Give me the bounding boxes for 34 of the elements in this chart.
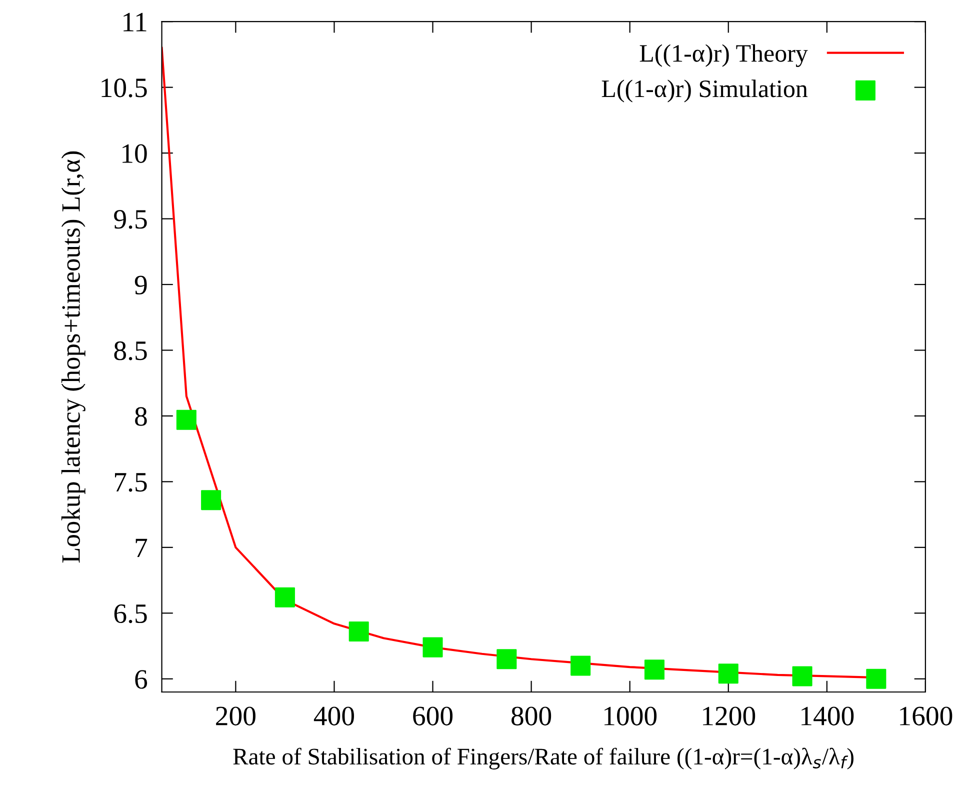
x-tick-label: 1400: [802, 706, 854, 726]
y-tick-label: 8: [135, 407, 147, 426]
x-tick-label: 800: [512, 706, 552, 726]
point: [274, 587, 295, 608]
y-tick-label: 9: [134, 276, 147, 294]
x-tick-label: 1200: [703, 706, 756, 726]
point: [176, 410, 196, 430]
point: [570, 656, 591, 676]
y-tick-label: 7: [136, 538, 148, 558]
y-tick-label: 10: [122, 144, 147, 163]
y-tick-label: 6.5: [114, 604, 147, 624]
x-tick-label: 600: [413, 706, 453, 726]
x-axis-title: Rate of Stabilisation of Fingers/Rate of failure ((1-α)r=(1-α)λ$_{s}$/λ$_{f}$): [233, 748, 854, 770]
legend-label: L((1-α)r) Simulation: [602, 80, 808, 102]
point: [201, 490, 222, 510]
legend-label: L((1-α)r) Theory: [640, 44, 808, 67]
point: [422, 637, 443, 658]
x-tick-label: 400: [314, 706, 354, 726]
x-tick-label: 200: [216, 706, 256, 726]
point: [348, 622, 369, 642]
x-tick-label: 1000: [604, 706, 657, 726]
point: [496, 649, 517, 670]
y-tick-label: 11: [124, 12, 146, 32]
y-tick-label: 10.5: [102, 78, 147, 98]
point: [718, 664, 738, 684]
y-tick-label: 8.5: [114, 341, 147, 360]
y-tick-label: 6: [135, 670, 148, 689]
y-tick-label: 7.5: [115, 473, 147, 492]
point: [644, 660, 664, 680]
point: [792, 666, 812, 686]
y-axis-title: Lookup latency (hops+timeouts) L(r,α): [61, 151, 86, 563]
y-tick-label: 9.5: [114, 210, 147, 229]
point: [866, 668, 886, 689]
x-tick-label: 1600: [900, 706, 952, 726]
